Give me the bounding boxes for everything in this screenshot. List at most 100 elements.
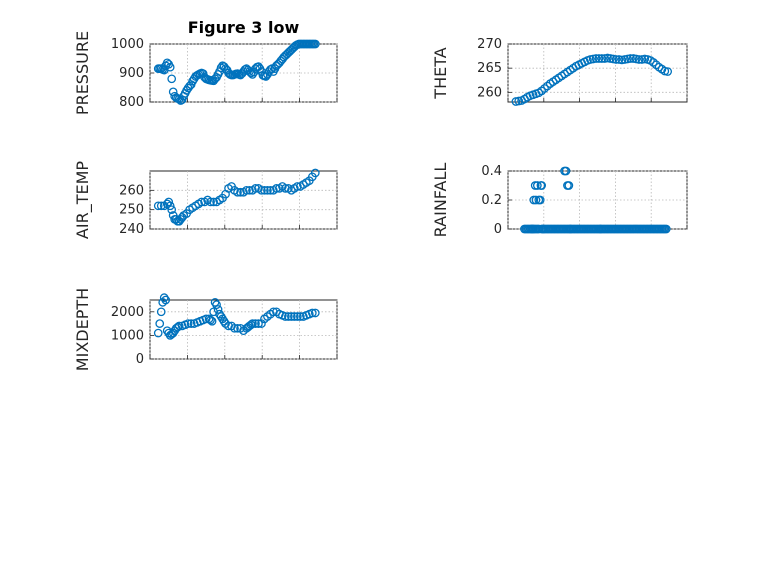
data-point [210,74,220,84]
data-point [281,312,290,321]
data-point [611,55,621,64]
chart-title: Figure 3 low [188,18,300,37]
data-point [651,60,661,70]
data-point [209,197,218,207]
y-axis-label: AIR_TEMP [73,161,93,239]
y-tick-label: 260 [477,85,502,100]
data-point [248,319,257,328]
subplot-4: 0 0.2 0.4 RAINFALL [431,163,688,238]
data-point [272,184,281,193]
data-point [210,298,220,307]
y-tick-label: 0.2 [481,193,502,208]
data-point [281,184,290,193]
data-point [561,166,571,176]
data-point [626,54,635,63]
data-point [161,295,171,305]
data-point [263,185,272,195]
y-tick-label: 0 [136,352,144,367]
data-point [153,328,163,338]
data-point [661,224,671,234]
y-tick-label: 900 [119,66,144,81]
data-point [233,187,242,197]
data-point [242,185,251,195]
data-point [533,181,542,190]
data-point [537,181,547,190]
series-points [153,168,320,226]
data-point [543,81,552,91]
data-point [207,316,217,326]
y-tick-label: 265 [477,61,502,76]
y-axis-label: PRESSURE [73,31,92,115]
data-point [165,201,175,211]
data-point [266,185,275,195]
data-point [153,201,163,211]
y-tick-label: 260 [119,183,144,198]
data-point [159,293,169,302]
subplot-1: 800 900 1000 PRESSURE Figure 3 low [73,18,338,115]
data-point [212,300,221,310]
data-point [310,168,320,178]
data-point [596,224,605,234]
data-point [230,323,239,333]
data-point [197,197,206,207]
data-point [165,62,175,72]
data-point [221,64,230,74]
subplot-2: 260 265 270 THETA [431,37,688,106]
data-point [534,224,544,234]
data-point [648,58,658,67]
subplot-3: 240 250 260 AIR_TEMP [73,161,338,239]
y-tick-label: 0.4 [481,164,502,179]
data-point [535,195,545,205]
y-tick-label: 0 [494,222,502,237]
data-point [162,58,172,68]
data-point [295,312,305,321]
series-points [511,53,673,106]
data-point [260,185,269,195]
data-point [310,39,320,49]
data-point [310,308,320,318]
data-point [293,312,302,321]
data-point [173,322,183,332]
data-point [219,316,229,326]
data-point [257,185,266,195]
data-point [155,319,165,328]
y-tick-label: 2000 [111,305,144,320]
data-point [597,54,607,63]
y-tick-label: 240 [119,222,144,237]
data-point [663,67,673,76]
y-tick-label: 1000 [111,37,144,52]
y-tick-label: 270 [477,37,502,52]
data-point [287,312,296,321]
data-point [183,319,193,328]
data-point [594,54,604,63]
data-point [174,321,184,331]
data-point [537,86,547,96]
series-points [520,166,671,234]
data-point [156,307,166,317]
data-point [164,197,174,207]
data-point [254,319,263,328]
data-point [251,319,260,328]
data-point [167,74,177,84]
y-tick-label: 250 [119,203,144,218]
data-point [531,195,541,205]
data-point [293,182,302,191]
data-point [565,224,575,234]
data-point [245,185,254,195]
series-points [153,39,320,105]
data-point [156,201,166,211]
data-point [236,187,245,197]
data-point [186,319,196,328]
data-point [182,86,192,95]
data-point [206,315,215,325]
data-point [307,308,317,318]
data-point [634,55,644,64]
subplot-5: 0 1000 2000 MIXDEPTH [73,288,338,371]
data-point [213,305,223,314]
y-tick-label: 1000 [111,328,144,343]
data-point [540,84,549,93]
y-axis-label: RAINFALL [431,163,450,238]
data-point [591,54,601,63]
data-point [290,312,299,321]
